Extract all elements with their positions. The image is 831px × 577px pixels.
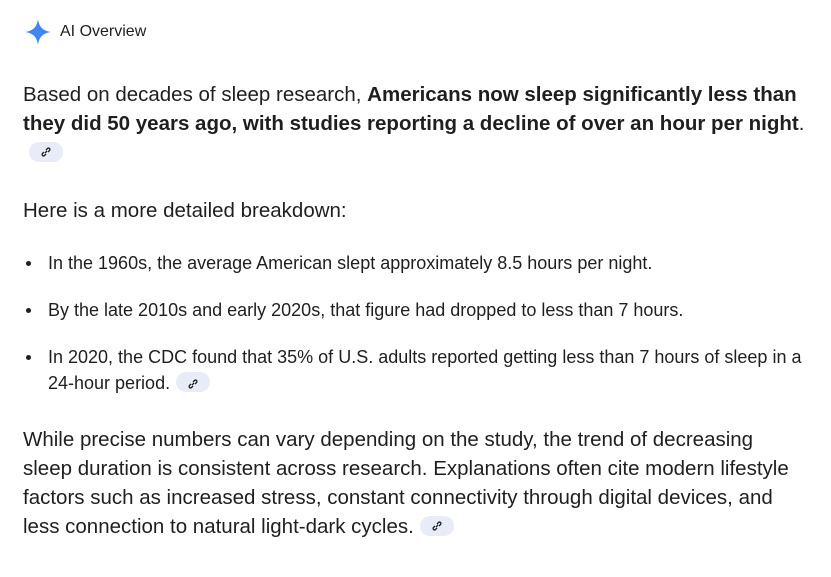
bullet-text: In the 1960s, the average American slept… xyxy=(48,253,653,273)
bullet-text: In 2020, the CDC found that 35% of U.S. … xyxy=(48,347,802,393)
conclusion-paragraph: While precise numbers can vary depending… xyxy=(23,425,798,541)
source-link-button[interactable] xyxy=(176,372,211,393)
breakdown-heading: Here is a more detailed breakdown: xyxy=(23,199,347,222)
bullet-text: By the late 2010s and early 2020s, that … xyxy=(48,300,684,320)
intro-paragraph: Based on decades of sleep research, Amer… xyxy=(23,80,813,167)
bullet-list: In the 1960s, the average American slept… xyxy=(23,250,813,417)
source-link-button[interactable] xyxy=(419,515,454,536)
ai-overview-header: AI Overview xyxy=(24,18,146,46)
link-icon xyxy=(188,378,198,389)
sparkle-icon xyxy=(25,19,51,45)
list-item: In the 1960s, the average American slept… xyxy=(23,250,813,276)
source-link-button[interactable] xyxy=(29,141,63,162)
list-item: In 2020, the CDC found that 35% of U.S. … xyxy=(23,344,813,396)
intro-suffix: . xyxy=(798,112,805,135)
intro-prefix: Based on decades of sleep research, xyxy=(23,83,368,106)
list-item: By the late 2010s and early 2020s, that … xyxy=(23,297,813,323)
conclusion-text: While precise numbers can vary depending… xyxy=(23,428,789,538)
link-icon xyxy=(41,147,51,157)
link-icon xyxy=(432,521,442,531)
ai-overview-title: AI Overview xyxy=(60,23,147,40)
intro-bold: Americans now sleep significantly less t… xyxy=(23,83,799,135)
